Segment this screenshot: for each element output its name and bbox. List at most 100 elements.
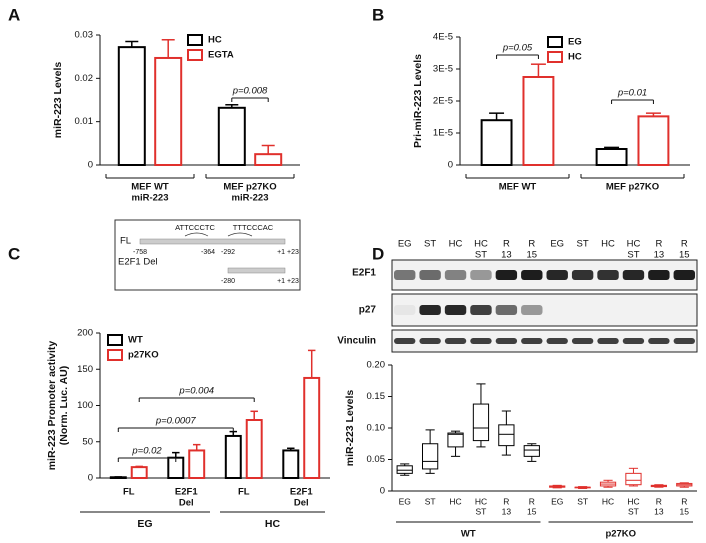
bar xyxy=(480,119,513,166)
lane-label: 15 xyxy=(679,250,690,261)
x-tick-label: MEF WT xyxy=(131,182,169,193)
site-label: TTTCCCAC xyxy=(233,223,274,232)
x-tick-label: R xyxy=(681,496,687,506)
construct-label: E2F1 Del xyxy=(118,257,158,268)
y-tick-label: 0.05 xyxy=(367,454,386,465)
blot-band xyxy=(597,338,619,344)
x-tick-label: 15 xyxy=(527,506,537,516)
legend-swatch xyxy=(107,349,123,361)
blot-panel xyxy=(391,259,698,291)
position-label: -292 xyxy=(221,249,235,256)
lane-label: HC xyxy=(601,239,615,250)
x-tick-label: HC xyxy=(602,496,614,506)
p-value: p=0.008 xyxy=(232,86,268,97)
legend-label: EG xyxy=(568,37,582,48)
x-tick-label: EG xyxy=(399,496,411,506)
x-tick-label: Del xyxy=(294,498,309,509)
blot-band xyxy=(673,270,695,280)
blot-band xyxy=(419,270,441,280)
y-tick-label: 0.15 xyxy=(367,391,386,402)
x-tick-label: E2F1 xyxy=(175,487,198,498)
box xyxy=(396,465,413,474)
blot-band xyxy=(470,270,492,280)
blot-panel xyxy=(391,293,698,327)
blot-band xyxy=(521,270,543,280)
y-tick-label: 0 xyxy=(88,160,93,171)
blot-band xyxy=(673,338,695,344)
bar xyxy=(254,153,283,167)
lane-label: EG xyxy=(550,239,564,250)
x-tick-label: FL xyxy=(123,487,135,498)
x-tick-label: HC xyxy=(627,496,639,506)
blot-band xyxy=(495,338,518,344)
y-tick-label: 150 xyxy=(77,364,93,375)
legend-label: EGTA xyxy=(208,50,234,61)
p-value: p=0.004 xyxy=(178,386,214,397)
lane-label: R xyxy=(655,239,662,250)
x-tick-label: 13 xyxy=(502,506,512,516)
position-label: -280 xyxy=(221,278,235,285)
group-label: WT xyxy=(461,529,476,540)
x-tick-label: R xyxy=(503,496,509,506)
schematic-box xyxy=(114,219,301,291)
x-tick-label: FL xyxy=(238,487,250,498)
blot-band xyxy=(470,305,492,315)
site-brace xyxy=(184,232,253,237)
x-tick-label: ST xyxy=(476,506,487,516)
y-tick-label: 3E-5 xyxy=(433,64,453,75)
position-label: -364 xyxy=(201,249,215,256)
x-tick-label: miR-223 xyxy=(232,193,269,204)
lane-label: 15 xyxy=(527,250,538,261)
position-label: -758 xyxy=(133,249,147,256)
legend-swatch xyxy=(187,34,203,46)
blot-band xyxy=(419,305,441,315)
bar xyxy=(154,56,183,166)
x-tick-label: ST xyxy=(628,506,639,516)
fl-construct xyxy=(139,238,286,245)
box xyxy=(625,472,642,486)
lane-label: ST xyxy=(627,250,639,261)
legend-swatch xyxy=(547,51,563,63)
x-tick-label: MEF WT xyxy=(499,182,537,193)
bar xyxy=(282,449,300,480)
blot-band xyxy=(571,338,594,344)
lane-label: HC xyxy=(449,239,463,250)
lane-label: 13 xyxy=(654,250,665,261)
lane-label: R xyxy=(503,239,510,250)
x-tick-label: ST xyxy=(577,496,588,506)
lane-label: EG xyxy=(398,239,412,250)
blot-band xyxy=(521,305,543,315)
blot-panel xyxy=(391,329,698,353)
y-tick-label: 0.03 xyxy=(75,30,94,41)
x-tick-label: HC xyxy=(449,496,461,506)
box xyxy=(422,443,439,470)
p-value: p=0.05 xyxy=(502,43,533,54)
legend-label: WT xyxy=(128,335,143,346)
legend-label: HC xyxy=(208,35,222,46)
lane-label: R xyxy=(528,239,535,250)
x-tick-label: EG xyxy=(551,496,563,506)
x-tick-label: HC xyxy=(475,496,487,506)
position-label: +1 +23 xyxy=(277,249,299,256)
legend-swatch xyxy=(107,334,123,346)
legend-swatch xyxy=(547,36,563,48)
blot-band xyxy=(394,305,416,315)
x-tick-label: MEF p27KO xyxy=(606,182,659,193)
panel-label: D xyxy=(372,244,384,263)
blot-band xyxy=(622,338,645,344)
legend-label: HC xyxy=(568,52,582,63)
group-label: HC xyxy=(265,518,281,530)
panel-label: B xyxy=(372,5,384,24)
blot-band xyxy=(470,338,492,344)
y-tick-label: 0 xyxy=(88,473,93,484)
lane-label: R xyxy=(681,239,688,250)
blot-band xyxy=(495,305,518,315)
bar xyxy=(130,466,148,479)
blot-band xyxy=(394,270,416,280)
legend-label: p27KO xyxy=(128,350,159,361)
y-axis-label: (Norm. Luc. AU) xyxy=(58,366,70,446)
blot-band xyxy=(622,270,645,280)
blot-band xyxy=(648,338,670,344)
blot-band xyxy=(648,270,670,280)
bar xyxy=(303,376,321,480)
